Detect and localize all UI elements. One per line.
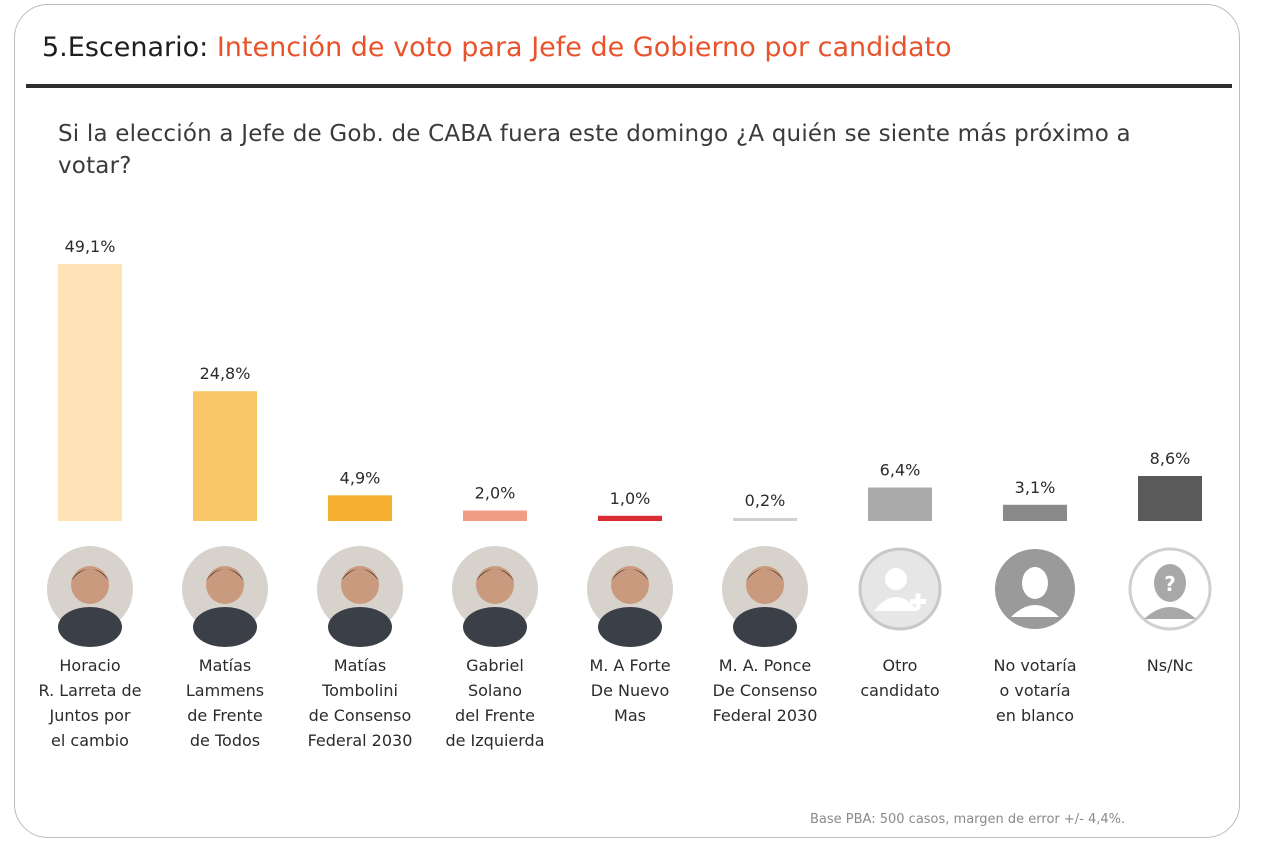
bar-3 <box>328 495 392 521</box>
candidate-avatar <box>47 546 133 647</box>
bar-1 <box>58 264 122 521</box>
candidate-avatar <box>587 546 673 647</box>
title-divider <box>26 84 1232 88</box>
value-label-8: 3,1% <box>1015 478 1056 497</box>
value-label-1: 49,1% <box>65 237 116 256</box>
question-person-icon: ? <box>1128 547 1212 631</box>
value-label-6: 0,2% <box>745 491 786 510</box>
candidate-avatar <box>722 546 808 647</box>
value-label-2: 24,8% <box>200 364 251 383</box>
survey-question: Si la elección a Jefe de Gob. de CABA fu… <box>58 121 1131 179</box>
bar-7 <box>868 487 932 521</box>
candidate-avatar <box>182 546 268 647</box>
value-label-5: 1,0% <box>610 489 651 508</box>
candidate-avatar <box>317 546 403 647</box>
category-label-2: Matías Lammens de Frente de Todos <box>186 656 264 750</box>
title-prefix: 5.Escenario: <box>42 32 217 63</box>
category-label-1: Horacio R. Larreta de Juntos por el cambio <box>39 656 142 750</box>
person-silhouette-icon <box>995 549 1075 629</box>
svg-text:?: ? <box>1164 572 1176 596</box>
category-label-3: Matías Tombolini de Consenso Federal 2030 <box>308 656 413 750</box>
page-title: 5.Escenario: Intención de voto para Jefe… <box>42 32 952 63</box>
bar-4 <box>463 510 527 521</box>
title-main: Intención de voto para Jefe de Gobierno … <box>216 32 952 63</box>
category-label-7: Otro candidato <box>860 656 939 700</box>
footnote: Base PBA: 500 casos, margen de error +/-… <box>810 812 1126 827</box>
category-label-4: Gabriel Solano del Frente de Izquierda <box>445 656 544 750</box>
value-label-3: 4,9% <box>340 468 381 487</box>
value-label-4: 2,0% <box>475 484 516 503</box>
bar-8 <box>1003 504 1067 521</box>
category-label-5: M. A Forte De Nuevo Mas <box>589 656 670 725</box>
add-user-icon <box>858 547 942 631</box>
bar-9 <box>1138 475 1202 521</box>
value-label-9: 8,6% <box>1150 449 1191 468</box>
category-label-6: M. A. Ponce De Consenso Federal 2030 <box>713 656 818 725</box>
bar-2 <box>193 391 257 521</box>
bar-5 <box>598 515 662 521</box>
category-label-9: Ns/Nc <box>1147 656 1193 675</box>
bar-6 <box>733 518 797 521</box>
category-label-8: No votaría o votaría en blanco <box>993 656 1076 725</box>
candidate-avatar <box>452 546 538 647</box>
value-label-7: 6,4% <box>880 461 921 480</box>
